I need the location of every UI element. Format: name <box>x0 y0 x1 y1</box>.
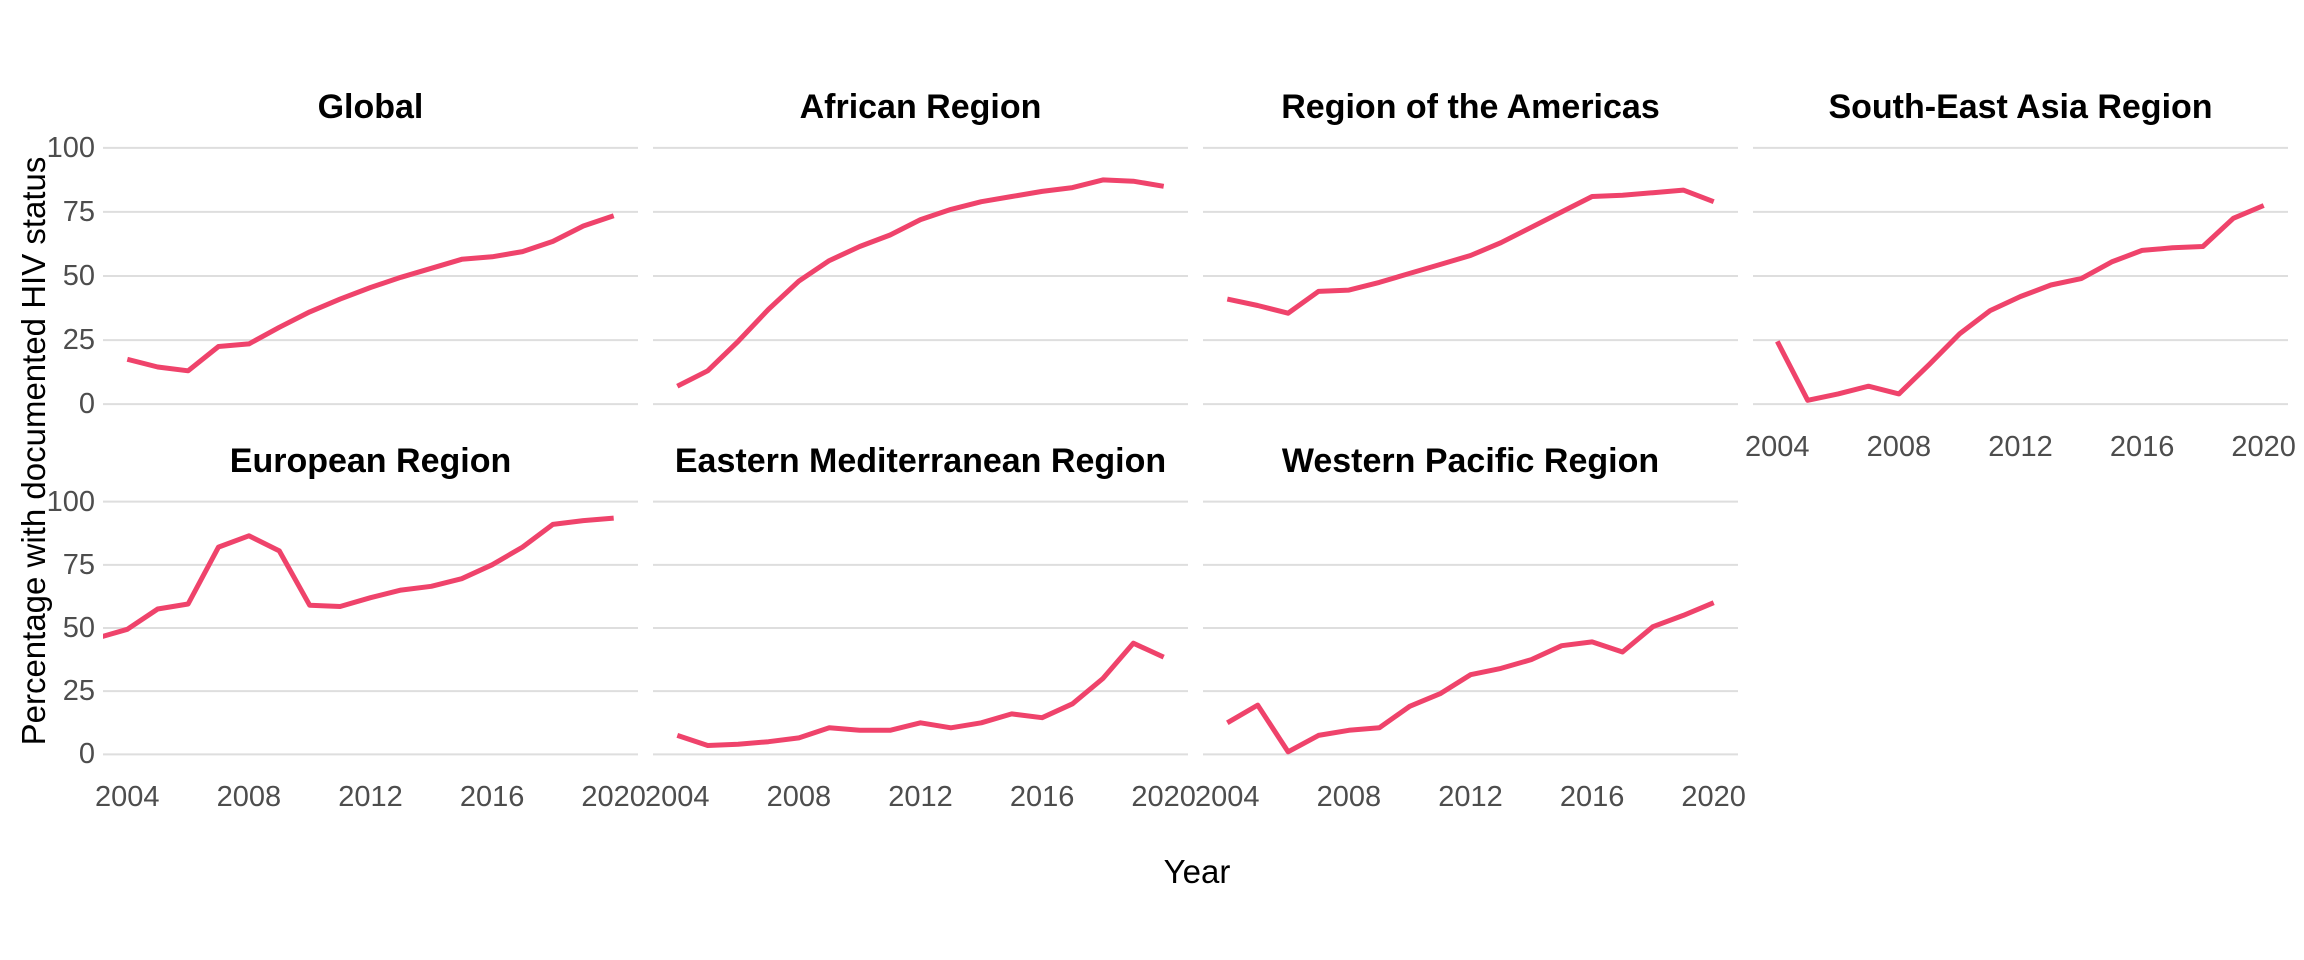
facet-panel <box>103 146 638 406</box>
facet-panel <box>653 500 1188 756</box>
trend-line <box>676 177 1165 389</box>
x-tick-label: 2008 <box>1866 431 1932 463</box>
y-tick-label: 25 <box>62 675 95 708</box>
facet-panel <box>1753 146 2288 406</box>
facet-title: Region of the Americas <box>1281 88 1660 126</box>
x-tick-label: 2004 <box>1745 431 1810 463</box>
facet-panel <box>1203 500 1738 756</box>
trend-line <box>1775 203 2265 403</box>
y-tick-label: 25 <box>62 324 95 357</box>
y-tick-label: 50 <box>62 612 95 644</box>
facet-title: African Region <box>799 88 1042 126</box>
facet-title: South-East Asia Region <box>1828 88 2213 126</box>
y-tick-label: 50 <box>62 260 95 292</box>
x-tick-label: 2016 <box>1559 781 1625 813</box>
trend-line <box>676 640 1165 748</box>
x-tick-label: 2020 <box>2231 431 2296 463</box>
y-tick-label: 75 <box>62 548 95 581</box>
x-tick-label: 2020 <box>1681 781 1746 813</box>
x-tick-label: 2008 <box>1316 781 1382 813</box>
y-tick-label: 75 <box>62 195 95 228</box>
trend-line <box>126 213 615 374</box>
x-tick-label: 2020 <box>1131 781 1196 813</box>
facet-panel <box>103 500 638 756</box>
facet-panel <box>653 146 1188 406</box>
x-tick-label: 2012 <box>338 781 403 813</box>
x-tick-label: 2004 <box>1195 781 1260 813</box>
facet-panel <box>1203 146 1738 406</box>
x-tick-label: 2016 <box>1009 781 1075 813</box>
x-tick-label: 2004 <box>645 781 710 813</box>
x-tick-label: 2012 <box>888 781 953 813</box>
trend-line <box>1226 187 1715 316</box>
facet-title: Eastern Mediterranean Region <box>674 442 1167 480</box>
facet-title: Global <box>317 88 424 126</box>
x-tick-label: 2012 <box>1438 781 1503 813</box>
x-tick-label: 2004 <box>95 781 160 813</box>
x-tick-label: 2016 <box>459 781 525 813</box>
x-tick-label: 2008 <box>216 781 282 813</box>
y-tick-label: 100 <box>46 131 95 164</box>
y-tick-label: 0 <box>78 738 95 771</box>
x-tick-label: 2020 <box>581 781 646 813</box>
facet-title: Western Pacific Region <box>1281 442 1660 480</box>
facet-title: European Region <box>229 442 512 480</box>
y-tick-label: 0 <box>78 388 95 421</box>
x-tick-label: 2016 <box>2109 431 2175 463</box>
x-axis-title: Year <box>1163 853 1231 890</box>
x-tick-label: 2008 <box>766 781 832 813</box>
y-axis-title: Percentage with documented HIV status <box>15 156 52 746</box>
trend-line <box>1226 600 1715 755</box>
trend-line <box>103 515 614 639</box>
x-tick-label: 2012 <box>1988 431 2053 463</box>
y-tick-label: 100 <box>46 485 95 518</box>
